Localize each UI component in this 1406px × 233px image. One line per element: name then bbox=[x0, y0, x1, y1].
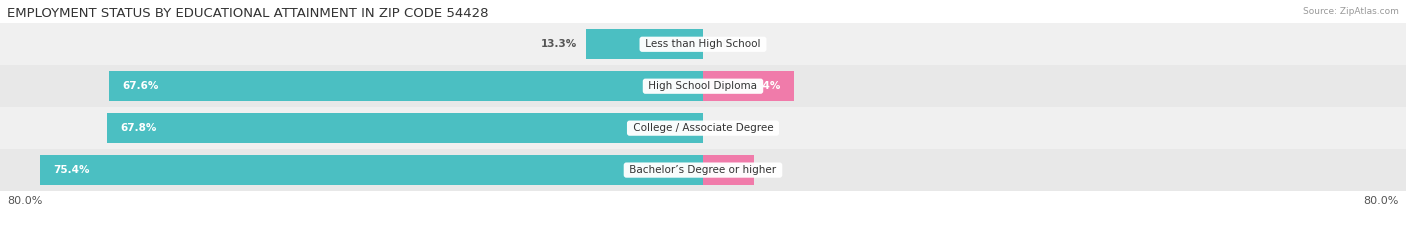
Text: Source: ZipAtlas.com: Source: ZipAtlas.com bbox=[1303, 7, 1399, 16]
Text: 10.4%: 10.4% bbox=[745, 81, 782, 91]
Text: Bachelor’s Degree or higher: Bachelor’s Degree or higher bbox=[626, 165, 780, 175]
Bar bbox=[0, 107, 1406, 149]
Text: 80.0%: 80.0% bbox=[1364, 196, 1399, 206]
Text: 5.8%: 5.8% bbox=[711, 165, 741, 175]
Text: 13.3%: 13.3% bbox=[541, 39, 578, 49]
Text: Less than High School: Less than High School bbox=[643, 39, 763, 49]
Text: High School Diploma: High School Diploma bbox=[645, 81, 761, 91]
Text: EMPLOYMENT STATUS BY EDUCATIONAL ATTAINMENT IN ZIP CODE 54428: EMPLOYMENT STATUS BY EDUCATIONAL ATTAINM… bbox=[7, 7, 488, 20]
Bar bbox=[0, 23, 1406, 65]
Text: 0.0%: 0.0% bbox=[711, 39, 741, 49]
Bar bbox=[107, 113, 703, 143]
Bar bbox=[586, 29, 703, 59]
Bar bbox=[110, 71, 703, 101]
Text: 80.0%: 80.0% bbox=[7, 196, 42, 206]
Bar bbox=[41, 155, 703, 185]
Text: 67.8%: 67.8% bbox=[121, 123, 156, 133]
Bar bbox=[703, 71, 794, 101]
Text: 67.6%: 67.6% bbox=[122, 81, 159, 91]
Bar bbox=[0, 149, 1406, 191]
Text: 75.4%: 75.4% bbox=[53, 165, 90, 175]
Bar bbox=[0, 65, 1406, 107]
Text: College / Associate Degree: College / Associate Degree bbox=[630, 123, 776, 133]
Text: 0.0%: 0.0% bbox=[711, 123, 741, 133]
Bar bbox=[703, 155, 754, 185]
